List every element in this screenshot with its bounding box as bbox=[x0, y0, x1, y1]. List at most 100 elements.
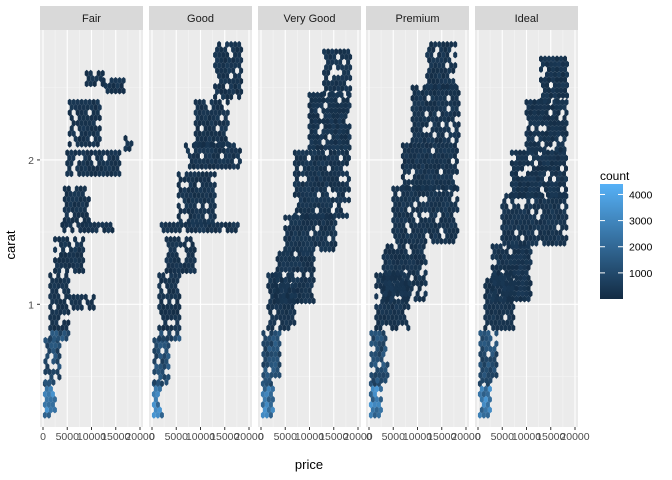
hexbin bbox=[392, 319, 397, 327]
hexbin bbox=[327, 112, 332, 120]
hexbin bbox=[309, 107, 314, 115]
hexbin bbox=[336, 149, 341, 157]
hexbin bbox=[420, 184, 425, 191]
hexbin bbox=[548, 234, 553, 242]
hexbin bbox=[552, 234, 557, 242]
hexbin bbox=[322, 175, 327, 183]
hexbin bbox=[320, 191, 325, 199]
hexbin bbox=[306, 175, 311, 183]
hexbin bbox=[546, 180, 550, 188]
hexbin bbox=[260, 411, 265, 419]
hexbin bbox=[391, 258, 396, 266]
hexbin bbox=[307, 255, 312, 263]
hexbin bbox=[221, 140, 226, 148]
hexbin bbox=[437, 232, 442, 240]
hexbin bbox=[387, 269, 392, 277]
hexbin bbox=[552, 109, 557, 117]
hexbin bbox=[423, 237, 428, 245]
hexbin bbox=[266, 324, 271, 332]
hexbin bbox=[343, 123, 348, 130]
hexbin bbox=[417, 253, 422, 261]
hexbin bbox=[446, 178, 451, 186]
hexbin bbox=[419, 206, 424, 214]
hexbin bbox=[384, 319, 389, 327]
hexbin bbox=[107, 165, 112, 172]
hexbin bbox=[177, 303, 182, 311]
hexbin bbox=[170, 241, 175, 249]
hexbin bbox=[95, 109, 100, 117]
hexbin bbox=[186, 262, 191, 270]
hexbin bbox=[538, 114, 543, 122]
hexbin bbox=[289, 240, 294, 248]
hexbin bbox=[516, 165, 520, 172]
hexbin bbox=[502, 208, 507, 216]
hexbin bbox=[315, 133, 320, 141]
hexbin bbox=[524, 130, 529, 138]
hexbin bbox=[331, 112, 336, 120]
hexbin bbox=[209, 130, 214, 138]
hexbin bbox=[394, 303, 399, 311]
hexbin bbox=[340, 180, 345, 188]
hexbin bbox=[439, 216, 444, 224]
hexbin bbox=[554, 103, 559, 111]
hexbin bbox=[231, 88, 236, 96]
hexbin bbox=[378, 406, 383, 414]
hexbin bbox=[65, 170, 70, 178]
hexbin bbox=[438, 136, 443, 144]
hexbin bbox=[223, 221, 228, 229]
hexbin bbox=[478, 371, 483, 379]
hexbin bbox=[524, 290, 529, 298]
hexbin bbox=[229, 93, 234, 101]
hexbin bbox=[500, 234, 505, 242]
hexbin bbox=[266, 271, 271, 279]
hexbin bbox=[286, 324, 291, 332]
hexbin bbox=[543, 76, 547, 84]
hexbin bbox=[301, 260, 306, 268]
hexbin bbox=[206, 186, 211, 194]
hexbin bbox=[221, 109, 226, 117]
hexbin bbox=[291, 235, 296, 243]
hexbin bbox=[342, 196, 347, 204]
hexbin bbox=[510, 264, 515, 271]
hexbin bbox=[487, 395, 492, 403]
hexbin bbox=[480, 376, 485, 384]
hexbin bbox=[538, 159, 542, 167]
hexbin bbox=[528, 258, 533, 266]
hexbin bbox=[452, 163, 457, 170]
hexbin bbox=[192, 212, 197, 220]
hexbin bbox=[425, 82, 430, 90]
hexbin bbox=[197, 98, 202, 106]
hexbin bbox=[412, 152, 417, 160]
hexbin bbox=[528, 203, 533, 210]
hexbin bbox=[539, 65, 543, 73]
hexbin bbox=[407, 237, 412, 245]
hexbin bbox=[71, 293, 76, 301]
x-tick-label: 20000 bbox=[343, 431, 372, 443]
hexbin bbox=[302, 196, 307, 204]
hexbin bbox=[217, 51, 222, 59]
hexbin bbox=[542, 145, 547, 153]
x-tick-label: 15000 bbox=[210, 431, 239, 443]
hexbin bbox=[346, 48, 351, 56]
hexbin bbox=[304, 180, 309, 188]
hexbin bbox=[317, 138, 322, 146]
hexbin bbox=[75, 304, 80, 312]
hexbin bbox=[217, 119, 222, 127]
hexbin bbox=[51, 368, 56, 376]
hexbin bbox=[408, 142, 413, 149]
hexbin bbox=[115, 154, 120, 162]
hexbin bbox=[188, 267, 193, 275]
hexbin bbox=[447, 237, 452, 245]
hexbin bbox=[510, 253, 515, 261]
hexbin bbox=[377, 340, 382, 348]
hexbin bbox=[509, 149, 514, 157]
hexbin bbox=[522, 191, 526, 199]
hexbin bbox=[320, 149, 325, 157]
hexbin bbox=[307, 144, 312, 151]
hexbin bbox=[544, 224, 549, 231]
hexbin bbox=[219, 77, 224, 85]
hexbin bbox=[424, 89, 429, 97]
hexbin bbox=[441, 222, 446, 229]
hexbin bbox=[265, 371, 270, 379]
